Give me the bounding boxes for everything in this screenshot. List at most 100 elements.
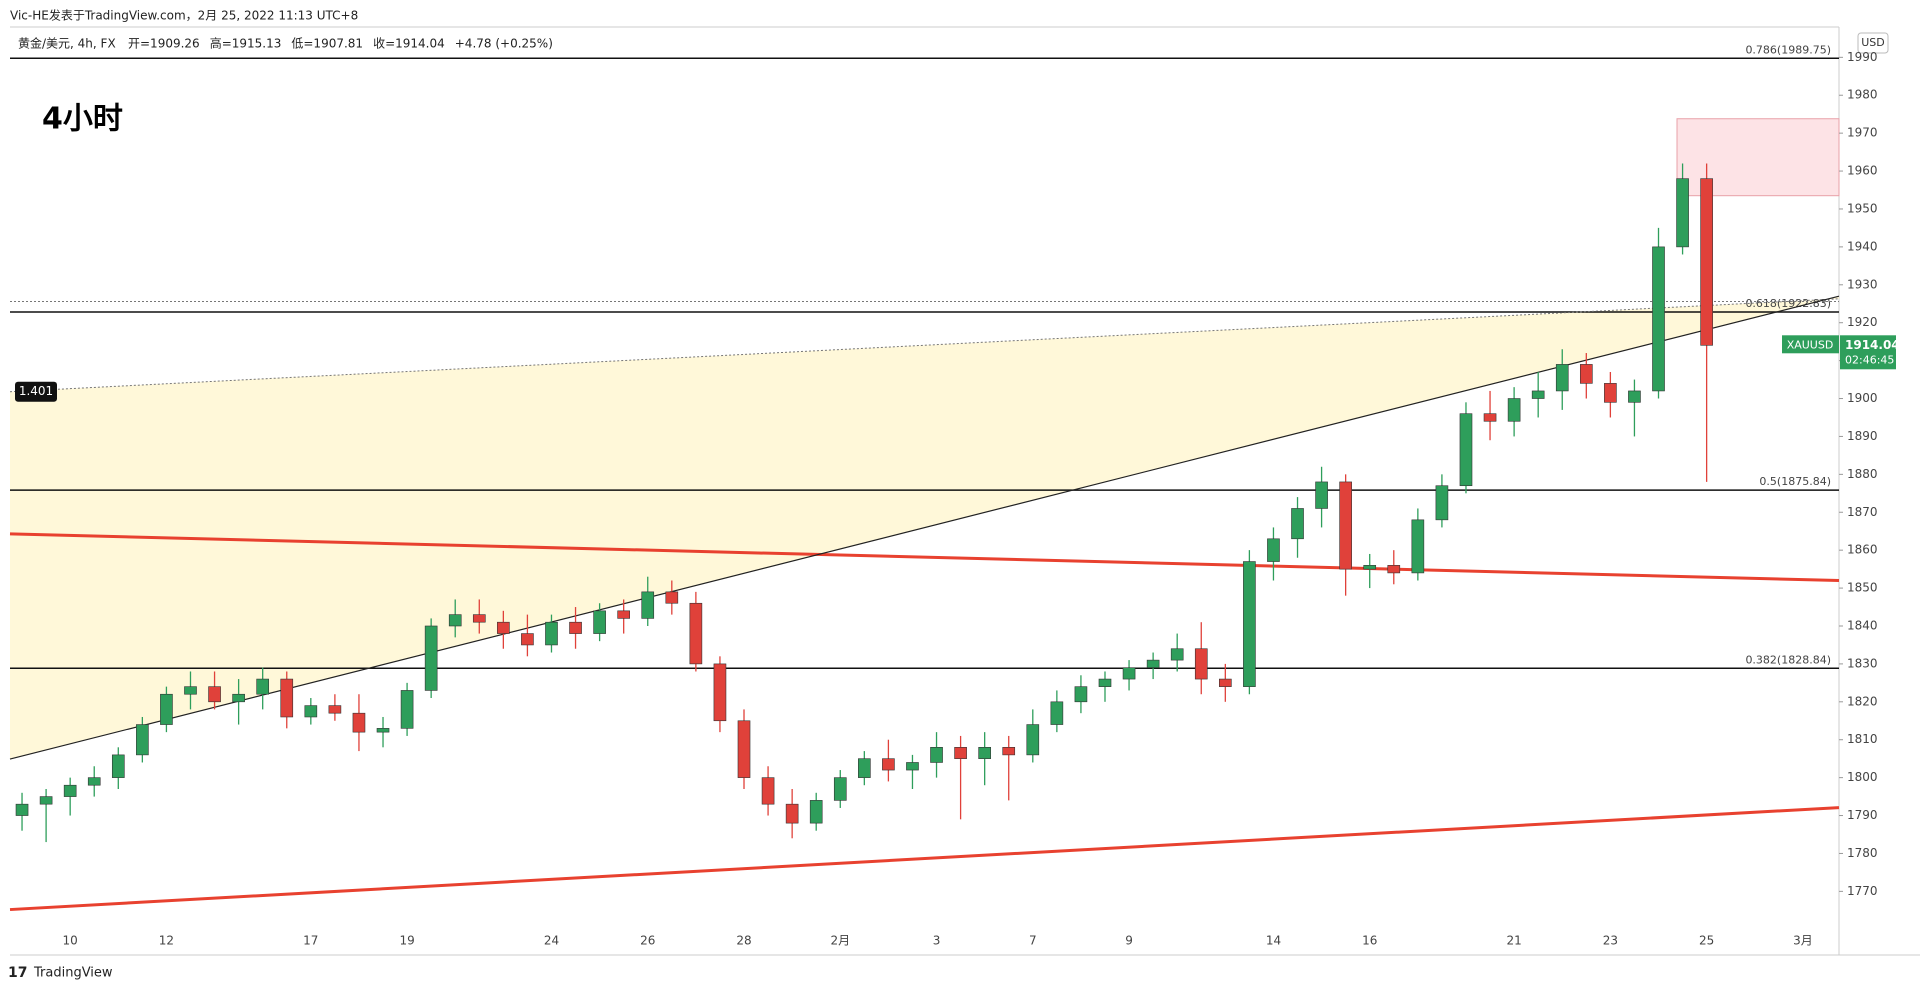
symbol: 黄金/美元, 4h, FX <box>18 36 116 51</box>
candle-body <box>497 621 510 634</box>
candle-body <box>641 591 655 619</box>
legend: 开=1909.26 高=1915.13 低=1907.81 收=1914.04 +4.7… <box>128 36 553 51</box>
x-tick-label: 9 <box>1125 934 1133 948</box>
currency: USD <box>1861 36 1885 49</box>
legend-item: 高=1915.13 <box>210 36 282 51</box>
candle-body <box>1146 659 1160 668</box>
candle-body <box>978 747 991 759</box>
y-tick-label: 1950 <box>1847 201 1878 215</box>
candle-body <box>1387 565 1401 574</box>
candle-body <box>1267 538 1280 562</box>
fib-label: 0.5(1875.84) <box>1759 475 1831 488</box>
candle-body <box>184 686 197 695</box>
trendline <box>9 295 1840 760</box>
y-tick-label: 1960 <box>1847 164 1878 178</box>
y-tick-label: 1830 <box>1847 656 1878 670</box>
candle-body <box>617 610 630 619</box>
y-tick-label: 1790 <box>1847 808 1878 822</box>
candle-body <box>1026 724 1040 756</box>
price-tag-box <box>1782 335 1839 354</box>
candle-body <box>328 705 342 714</box>
candle-body <box>1098 678 1112 687</box>
candle-body <box>376 728 390 733</box>
y-tick-label: 1940 <box>1847 239 1878 253</box>
candle-body <box>111 754 125 778</box>
candle-body <box>1676 178 1689 248</box>
candle-body <box>208 686 221 703</box>
logo: 17 <box>8 965 27 981</box>
candle-body <box>761 777 775 805</box>
candle-body <box>1652 246 1665 392</box>
x-tick-label: 2月 <box>830 934 850 948</box>
y-tick-label: 1880 <box>1847 467 1878 481</box>
candle-body <box>39 796 53 805</box>
legend-item: 开=1909.26 <box>128 37 200 51</box>
channel-label: 1.401 <box>19 384 53 398</box>
candle-body <box>1483 413 1497 422</box>
candle-body <box>1050 701 1064 725</box>
candle-body <box>1628 390 1641 403</box>
candle-body <box>545 621 558 646</box>
y-tick-label: 1840 <box>1847 618 1878 632</box>
candle-body <box>521 633 534 646</box>
candle-body <box>472 614 486 623</box>
candle-body <box>713 663 727 722</box>
brand-name: TradingView <box>33 966 113 981</box>
candle-body <box>593 610 606 634</box>
candle-body <box>256 678 270 695</box>
price-tag-axis-box <box>1840 335 1896 370</box>
channel-top-line <box>9 298 1840 393</box>
candle-body <box>1700 178 1713 346</box>
candle-body <box>1243 561 1256 687</box>
candle-body <box>160 693 173 725</box>
y-tick-label: 1990 <box>1847 50 1878 64</box>
price-tag-symbol: XAUUSD <box>1787 338 1834 351</box>
candle-body <box>1435 485 1449 521</box>
y-tick-label: 1780 <box>1847 846 1878 860</box>
candle-body <box>1604 383 1617 403</box>
candle-body <box>689 602 703 665</box>
candle-body <box>280 678 294 718</box>
x-tick-label: 26 <box>640 934 655 948</box>
x-tick-label: 24 <box>544 934 559 948</box>
candle-body <box>1315 481 1328 509</box>
trendline <box>9 806 1840 912</box>
x-tick-label: 10 <box>63 934 78 948</box>
source: Vic-HE发表于TradingView.com，2月 25, 2022 11:… <box>10 8 358 23</box>
legend-item: +4.78 (+0.25%) <box>455 37 553 51</box>
fib-label: 0.618(1922.83) <box>1745 297 1831 310</box>
candle-body <box>15 803 29 816</box>
candle-body <box>833 777 847 801</box>
candle-body <box>424 625 438 691</box>
candle-body <box>136 724 149 756</box>
y-tick-label: 1920 <box>1847 315 1878 329</box>
candle-body <box>1194 648 1208 680</box>
candle-body <box>1170 648 1184 661</box>
candle-body <box>1339 481 1352 570</box>
candle-body <box>1579 364 1593 384</box>
candle-body <box>1459 413 1473 487</box>
y-tick-label: 1970 <box>1847 126 1878 140</box>
candle-body <box>1363 565 1377 570</box>
candle-body <box>882 758 895 771</box>
price-tag-price: 1914.04 <box>1845 338 1900 352</box>
candle-body <box>809 800 823 824</box>
fib-label: 0.786(1989.75) <box>1745 43 1831 56</box>
x-tick-label: 12 <box>159 934 174 948</box>
y-tick-label: 1900 <box>1847 391 1878 405</box>
candle-body <box>785 803 799 824</box>
x-tick-label: 16 <box>1362 934 1377 948</box>
candle-body <box>232 693 245 703</box>
x-tick-label: 3 <box>933 934 941 948</box>
y-tick-label: 1870 <box>1847 505 1878 519</box>
x-tick-label: 19 <box>399 934 414 948</box>
candle-body <box>1555 364 1569 392</box>
plot-area: 0.786(1989.75) 0.618(1922.83) 0.5(1875.84)… <box>9 43 1840 912</box>
candle-body <box>1291 508 1304 540</box>
candle-body <box>1122 667 1136 680</box>
candle-body <box>1507 398 1521 422</box>
candle-body <box>954 747 967 759</box>
y-tick-label: 1770 <box>1847 884 1878 898</box>
x-tick-label: 7 <box>1029 934 1037 948</box>
